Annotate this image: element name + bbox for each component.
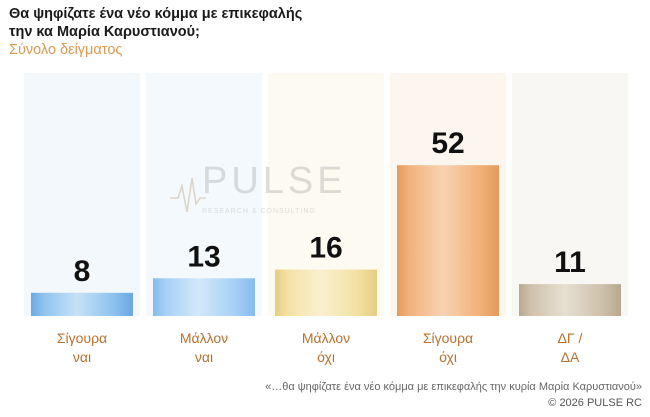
question-footnote: «…θα ψηφίζατε ένα νέο κόμμα με επικεφαλή… [265, 381, 642, 393]
category-label: ΔΑ [561, 349, 580, 365]
value-label: 8 [74, 255, 91, 288]
watermark-tagline: RESEARCH & CONSULTING [202, 208, 316, 215]
category-label: Σίγουρα [423, 330, 473, 346]
chart-subtitle: Σύνολο δείγματος [9, 42, 123, 58]
category-label: όχι [439, 349, 457, 365]
column-background [24, 73, 140, 316]
bar [275, 269, 377, 316]
bar [153, 278, 255, 316]
pulse-line-icon [170, 177, 206, 213]
column-background [512, 73, 628, 316]
category-label: ναι [195, 349, 213, 365]
bar [397, 165, 499, 316]
value-label: 52 [431, 127, 464, 160]
copyright-notice: © 2026 PULSE RC [548, 397, 642, 409]
category-label: Μάλλον [180, 330, 228, 346]
value-label: 11 [554, 246, 586, 279]
chart-title: Θα ψηφίζατε ένα νέο κόμμα με επικεφαλής … [9, 6, 303, 40]
value-label: 16 [309, 232, 342, 265]
category-label: όχι [317, 349, 335, 365]
pulse-watermark: PULSE RESEARCH & CONSULTING [168, 160, 343, 224]
value-label: 13 [187, 240, 220, 273]
bar [519, 284, 621, 316]
category-label: Μάλλον [302, 330, 350, 346]
category-label: Σίγουρα [57, 330, 107, 346]
bar [31, 292, 133, 316]
category-label: ΔΓ / [558, 330, 583, 346]
watermark-brand: PULSE [202, 160, 347, 202]
category-label: ναι [73, 349, 91, 365]
column-background [146, 73, 262, 316]
